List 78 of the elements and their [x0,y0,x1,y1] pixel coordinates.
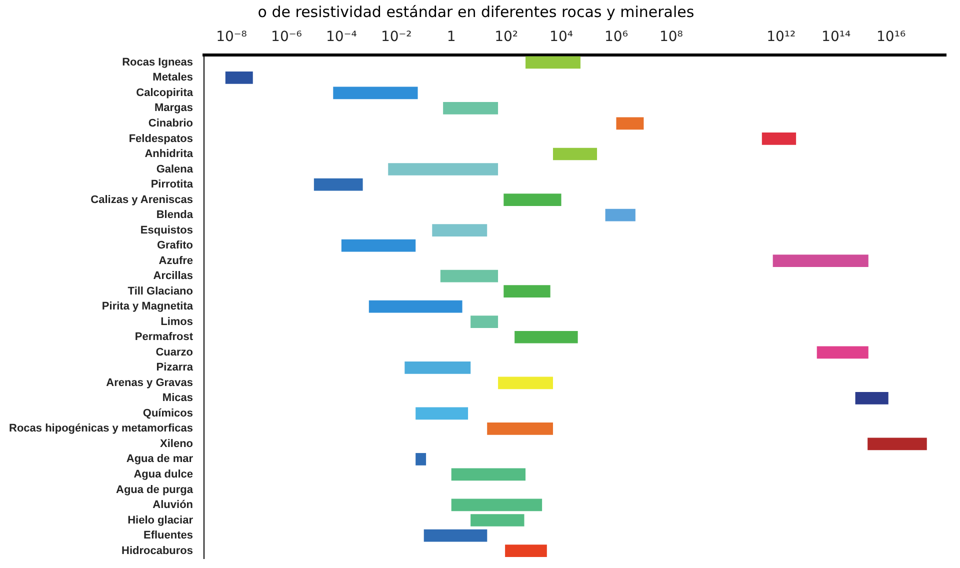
bar [416,407,468,420]
y-tick-label: Metales [152,72,194,84]
y-tick-label: Agua dulce [134,468,194,480]
y-tick-label: Químicos [142,407,194,420]
bar [552,148,598,160]
bar [424,529,488,542]
bar [432,224,488,236]
x-tick-label: 10¹⁶ [876,29,906,46]
bar [451,468,526,481]
y-tick-label: Rocas hipogénicas y metamorficas [9,422,194,435]
y-tick-label: Calizas y Areniscas [90,194,194,206]
y-tick-label: Rocas Igneas [122,56,194,68]
y-tick-label: Pirrotita [150,178,194,191]
y-tick-label: Pirita y Magnetita [102,300,194,313]
x-tick-label: 10⁴ [550,29,574,46]
y-tick-label: Limos [160,316,194,328]
bar [487,422,553,435]
y-tick-label: Margas [154,102,194,114]
x-tick-label: 10⁻⁸ [216,29,248,46]
bar [498,376,553,390]
y-tick-label: Agua de mar [126,453,194,466]
y-tick-label: Calcopirita [136,86,194,99]
bar [440,270,498,282]
x-tick-label: 10⁶ [604,29,628,46]
y-tick-label: Cinabrio [148,118,194,130]
y-tick-label: Agua de purga [116,484,194,496]
bar [416,453,426,466]
bar [314,178,363,191]
y-tick-label: Azufre [158,254,194,267]
y-tick-label: Till Glaciano [128,285,194,298]
y-tick-label: Micas [162,392,194,404]
x-tick-label: 10¹⁴ [822,29,851,46]
bar [762,132,796,145]
y-tick-label: Pizarra [156,362,194,374]
y-tick-label: Arenas y Gravas [106,376,194,389]
bar [504,194,562,206]
y-tick-label: Arcillas [153,270,194,282]
y-tick-label: Esquistos [140,224,194,236]
chart-title: o de resistividad estándar en diferentes rocas y minerales [258,2,694,21]
x-tick-label: 10⁻⁶ [271,29,302,46]
y-tick-label: Aluvión [152,499,194,512]
bar [368,300,462,313]
bar [504,285,550,298]
y-tick-label: Hielo glaciar [128,514,194,526]
bar [470,514,524,526]
bar [388,163,498,176]
bar [514,330,578,344]
x-tick-label: 10⁻⁴ [326,29,358,46]
bar [616,117,644,130]
bar [868,438,927,450]
y-tick-label: Efluentes [144,530,194,542]
y-tick-label: Blenda [156,209,194,222]
x-tick-label: 1 [446,29,456,46]
bar [816,346,868,359]
bar [404,361,471,374]
y-tick-label: Anhidrita [144,148,194,160]
y-tick-label: Hidrocaburos [122,544,194,557]
x-tick-label: 10¹² [766,29,796,46]
bar [526,56,580,69]
y-tick-label: Galena [156,163,194,176]
y-tick-label: Cuarzo [156,346,194,358]
bar [605,208,636,222]
bar [341,239,416,252]
bar [470,316,498,328]
bar [855,392,888,404]
y-tick-label: Permafrost [134,331,194,344]
bar [225,72,253,84]
bar [772,254,868,267]
y-tick-label: Grafito [156,240,194,252]
y-tick-label: Feldespatos [128,132,194,145]
x-tick-label: 10⁸ [659,29,684,46]
x-tick-label: 10² [494,29,518,46]
bar [505,544,547,557]
bar [333,86,418,100]
bar [451,498,542,512]
bar [443,102,498,114]
x-tick-label: 10⁻² [380,29,412,46]
y-tick-label: Xileno [160,438,194,450]
